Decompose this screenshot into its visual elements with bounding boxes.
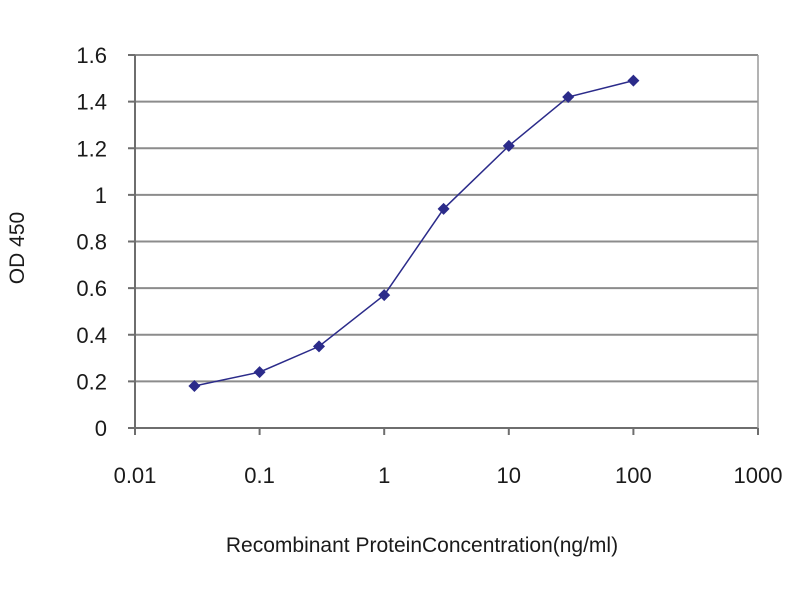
x-axis-title: Recombinant ProteinConcentration(ng/ml) xyxy=(226,534,618,557)
x-tick-labels: 0.01 0.1 1 10 100 1000 xyxy=(114,463,783,488)
y-tick-label-4: 0.8 xyxy=(76,230,107,255)
y-tick-label-6: 1.2 xyxy=(76,136,107,161)
data-point-0-2 xyxy=(313,340,325,353)
y-tick-label-8: 1.6 xyxy=(76,43,107,68)
x-tick-label-1: 0.1 xyxy=(244,463,275,488)
y-tick-label-0: 0 xyxy=(95,416,107,441)
x-tick-label-2: 1 xyxy=(378,463,390,488)
axes xyxy=(128,54,759,435)
y-tick-label-5: 1 xyxy=(95,183,107,208)
y-axis-title: OD 450 xyxy=(6,212,29,284)
series-line-0 xyxy=(194,79,634,387)
x-tick-label-5: 1000 xyxy=(734,463,783,488)
y-tick-label-3: 0.6 xyxy=(76,276,107,301)
series-layer xyxy=(188,74,640,392)
y-tick-label-7: 1.4 xyxy=(76,90,107,115)
data-point-0-1 xyxy=(253,366,266,379)
y-tick-label-2: 0.4 xyxy=(76,323,107,348)
y-tick-labels: 0 0.2 0.4 0.6 0.8 1 1.2 1.4 1.6 xyxy=(76,43,107,441)
data-point-0-0 xyxy=(188,380,201,392)
data-point-0-4 xyxy=(437,202,450,215)
data-point-0-7 xyxy=(627,74,640,87)
y-tick-label-1: 0.2 xyxy=(76,369,107,394)
grid-lines xyxy=(135,54,758,383)
x-tick-label-0: 0.01 xyxy=(114,463,157,488)
x-tick-label-4: 100 xyxy=(615,463,652,488)
data-point-0-3 xyxy=(378,289,391,302)
data-point-0-5 xyxy=(502,139,515,152)
data-point-0-6 xyxy=(562,91,575,103)
x-tick-label-3: 10 xyxy=(497,463,521,488)
